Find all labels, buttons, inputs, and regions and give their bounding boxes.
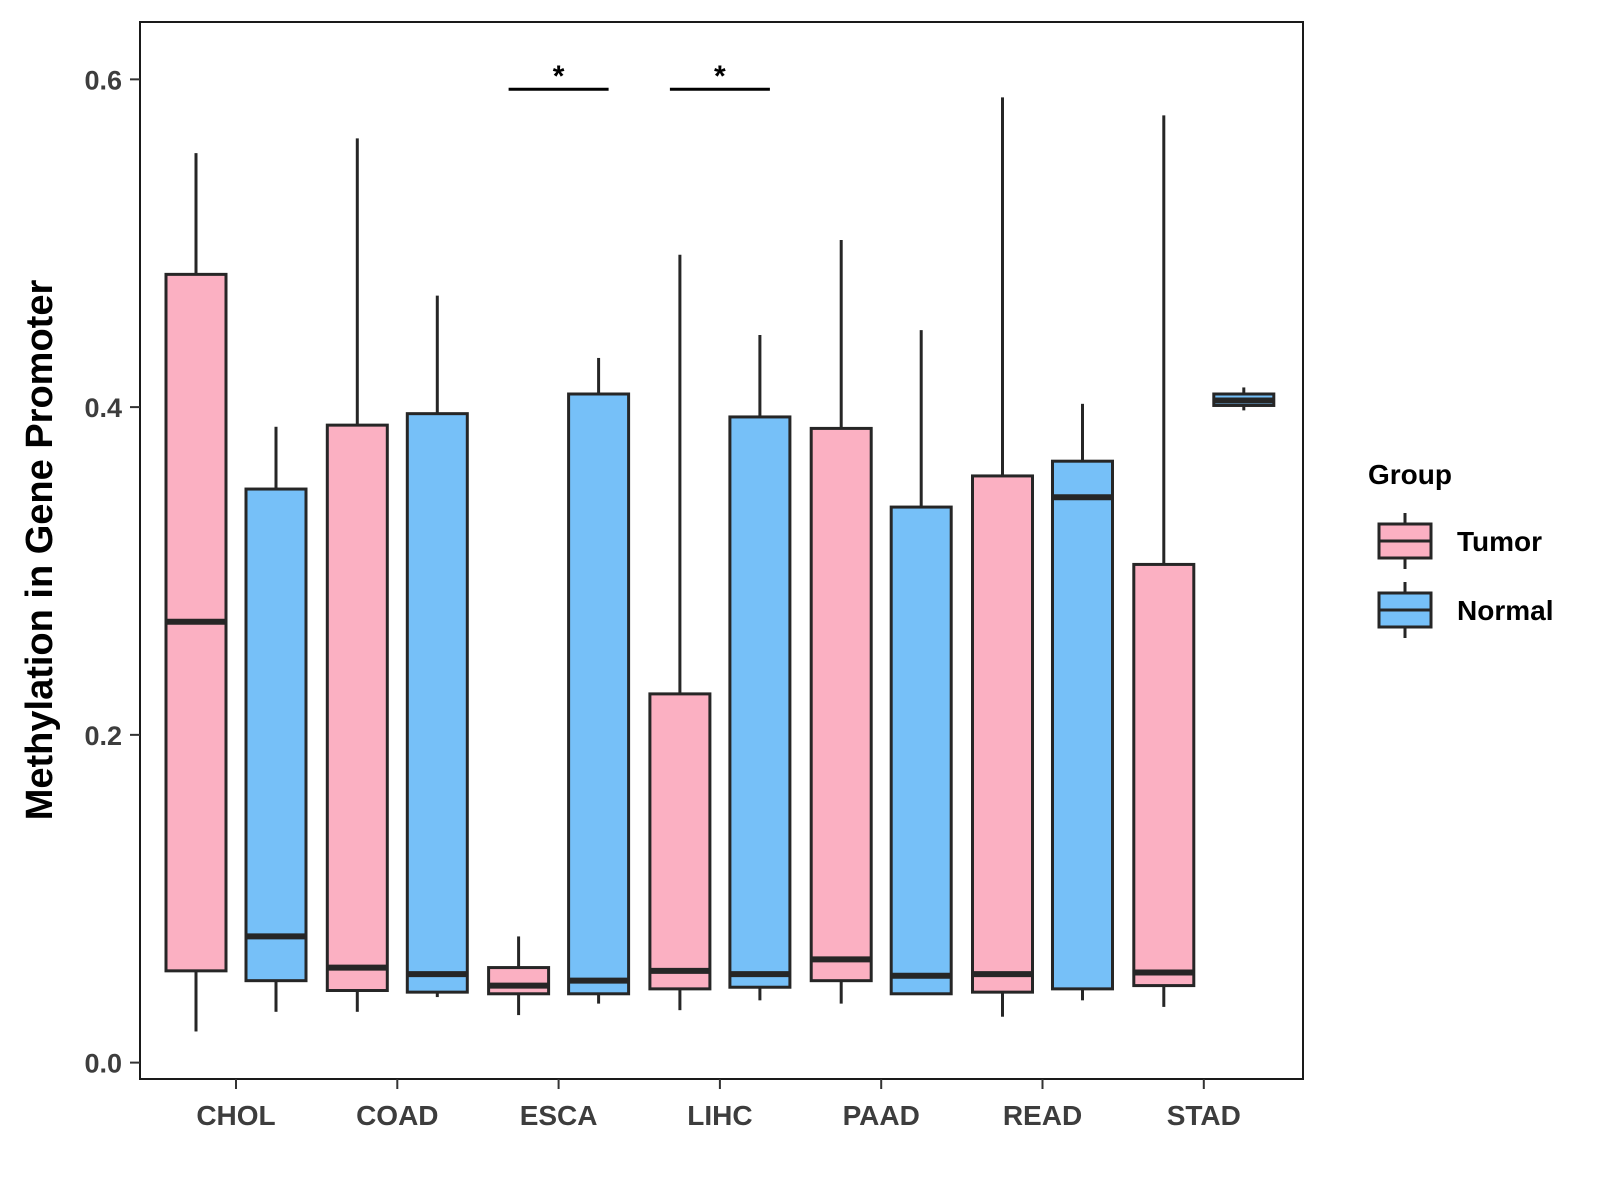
x-tick-label: CHOL	[196, 1100, 275, 1131]
legend: Group Tumor Normal	[1368, 459, 1553, 638]
box-body	[889, 505, 953, 996]
plot-panel	[139, 21, 1304, 1080]
x-tick-label: LIHC	[687, 1100, 752, 1131]
box-series-group	[164, 97, 1276, 1032]
y-tick-label: 0.0	[84, 1049, 122, 1079]
y-axis-title: Methylation in Gene Promoter	[19, 280, 61, 821]
box-tumor-chol	[164, 153, 228, 1032]
box-body	[244, 487, 308, 983]
y-tick-label: 0.6	[84, 65, 122, 95]
x-tick-label: STAD	[1167, 1100, 1241, 1131]
x-tick-label: READ	[1003, 1100, 1082, 1131]
box-body	[1051, 459, 1114, 991]
x-axis: CHOL COAD ESCA LIHC PAAD READ STAD	[196, 1079, 1241, 1131]
y-tick-label: 0.4	[84, 393, 122, 423]
legend-items: Tumor Normal	[1377, 513, 1553, 638]
box-body	[567, 392, 631, 996]
significance-annotations: * *	[508, 60, 770, 93]
y-tick-label: 0.2	[84, 721, 122, 751]
box-body	[809, 426, 873, 983]
box-normal-chol	[244, 426, 308, 1012]
box-body	[405, 412, 469, 994]
box-tumor-esca	[487, 936, 551, 1016]
box-body	[728, 415, 792, 989]
box-normal-paad	[889, 330, 953, 996]
box-tumor-paad	[809, 239, 873, 1004]
x-tick-label: COAD	[356, 1100, 438, 1131]
box-tumor-coad	[325, 138, 389, 1012]
y-axis: 0.0 0.2 0.4 0.6	[84, 65, 140, 1079]
box-tumor-read	[971, 97, 1034, 1017]
box-normal-stad	[1212, 387, 1276, 411]
x-tick-label: ESCA	[520, 1100, 598, 1131]
box-body	[325, 423, 389, 993]
box-normal-read	[1051, 403, 1114, 1001]
legend-item-tumor: Tumor	[1377, 513, 1542, 569]
box-normal-coad	[405, 295, 469, 998]
box-body	[971, 474, 1034, 994]
box-body	[1132, 562, 1196, 988]
box-tumor-lihc	[648, 254, 712, 1011]
legend-label: Normal	[1457, 595, 1553, 626]
box-tumor-stad	[1132, 115, 1196, 1007]
legend-label: Tumor	[1457, 526, 1542, 557]
box-normal-lihc	[728, 335, 792, 1001]
significance-star: *	[714, 60, 726, 93]
legend-title: Group	[1368, 459, 1452, 490]
box-normal-esca	[567, 357, 631, 1004]
box-body	[487, 966, 551, 996]
box-body	[648, 692, 712, 991]
legend-item-normal: Normal	[1377, 582, 1553, 638]
x-tick-label: PAAD	[843, 1100, 920, 1131]
significance-star: *	[553, 60, 565, 93]
